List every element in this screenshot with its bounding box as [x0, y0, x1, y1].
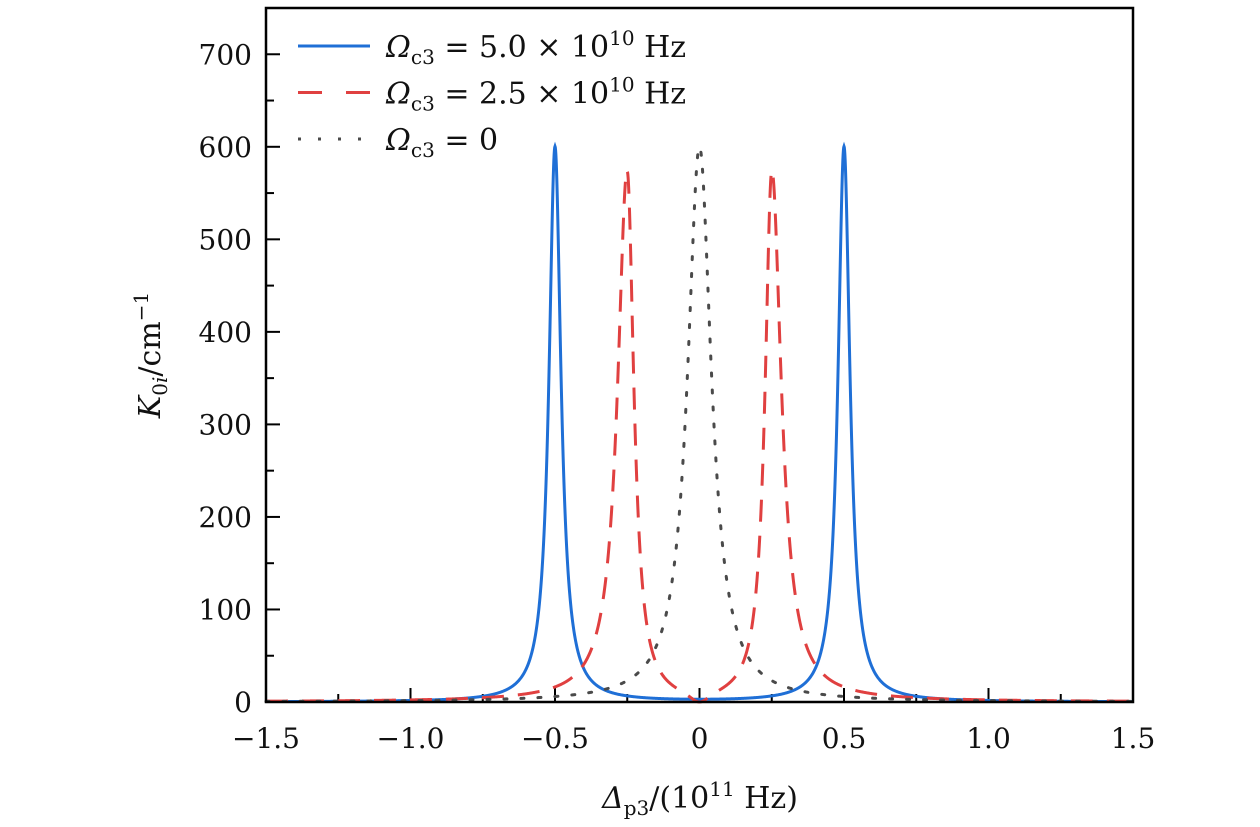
legend-label-symbol: Ω — [385, 123, 411, 158]
y-tick-label: 200 — [199, 501, 252, 534]
series-line-3 — [264, 144, 1135, 703]
legend-label-eq: = 2.5 × 10 — [435, 77, 609, 112]
legend-label-sup: 10 — [609, 73, 634, 97]
x-tick-label: 0.5 — [822, 722, 867, 755]
curves — [264, 141, 1135, 704]
x-tick-label: −1.0 — [377, 722, 445, 755]
x-tick-label: −1.5 — [232, 722, 300, 755]
y-tick-label: 0 — [234, 686, 252, 719]
legend-label-eq: = 5.0 × 10 — [435, 30, 609, 65]
legend-label-symbol: Ω — [385, 77, 411, 112]
legend-label-unit: Hz — [635, 30, 687, 65]
legend-label-sub: c3 — [411, 92, 435, 116]
ticks: −1.5 −1.0 −0.5 0 0.5 1.0 1.5 0 100 200 300 400 500 60… — [199, 7, 1156, 755]
legend-label-eq: = 0 — [435, 123, 498, 158]
legend-label-sup: 10 — [609, 26, 634, 50]
x-tick-label: 1.5 — [1111, 722, 1156, 755]
series-line-1 — [266, 141, 1133, 704]
y-tick-label: 400 — [199, 316, 252, 349]
x-tick-label: −0.5 — [521, 722, 589, 755]
legend-label-unit: Hz — [635, 77, 687, 112]
x-tick-label: 0 — [691, 722, 709, 755]
legend-label-sub: c3 — [411, 45, 435, 69]
legend-label: Ωc3 = 0​​ — [385, 123, 498, 162]
y-tick-label: 600 — [199, 131, 252, 164]
y-tick-label: 500 — [199, 223, 252, 256]
legend-label: Ωc3 = 2.5 × 1010 Hz — [385, 73, 686, 116]
plot-frame — [264, 6, 1135, 704]
legend-label: Ωc3 = 5.0 × 1010 Hz — [385, 26, 686, 69]
y-tick-label: 300 — [199, 408, 252, 441]
series-line-2 — [266, 163, 1133, 704]
legend-label-sub: c3 — [411, 138, 435, 162]
y-tick-label: 100 — [199, 593, 252, 626]
y-tick-label: 700 — [199, 38, 252, 71]
x-axis-label: Δp3/(1011 Hz) — [601, 777, 798, 820]
x-tick-label: 1.0 — [966, 722, 1011, 755]
legend-label-symbol: Ω — [385, 30, 411, 65]
y-axis-label: K0i/cm−1 — [129, 292, 172, 419]
